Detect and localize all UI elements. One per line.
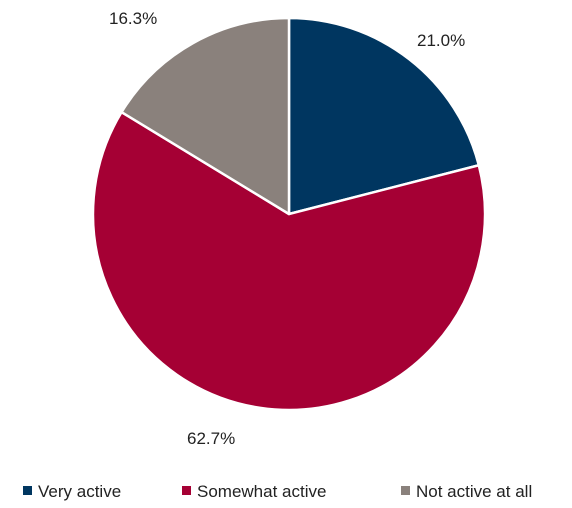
pie-slice-very-active [287, 16, 481, 216]
legend-swatch-somewhat-active [182, 486, 191, 495]
legend-entry-not-active: Not active at all [401, 482, 532, 501]
pie-slice-somewhat-active [91, 110, 487, 412]
legend-label-very-active: Very active [38, 482, 121, 501]
legend-entry-somewhat-active: Somewhat active [182, 482, 326, 501]
data-label-somewhat-active: 62.7% [187, 429, 235, 448]
data-label-very-active: 21.0% [417, 31, 465, 50]
legend-entry-very-active: Very active [23, 482, 121, 501]
legend-label-not-active: Not active at all [416, 482, 532, 501]
legend-label-somewhat-active: Somewhat active [197, 482, 326, 501]
pie-slice-not-active [120, 16, 291, 216]
legend: Very active Somewhat active Not active a… [23, 482, 532, 501]
legend-swatch-not-active [401, 486, 410, 495]
legend-swatch-very-active [23, 486, 32, 495]
data-label-not-active: 16.3% [109, 9, 157, 28]
data-labels: 21.0% 62.7% 16.3% [109, 9, 465, 448]
pie-slices [91, 16, 487, 412]
